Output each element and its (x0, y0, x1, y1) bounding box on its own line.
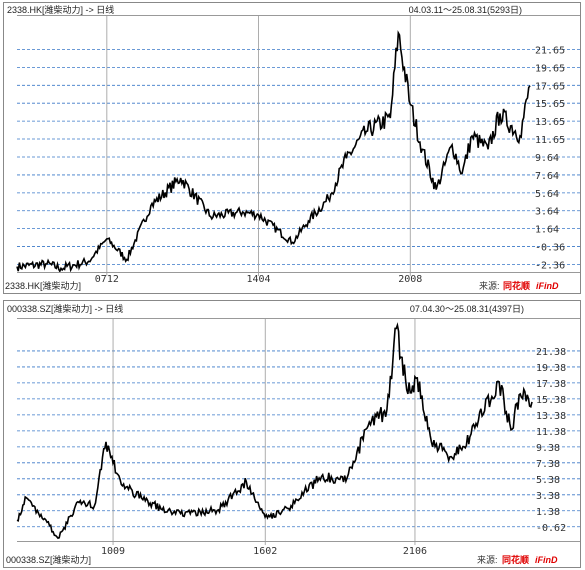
price-chart-hk: 2338.HK[潍柴动力] -> 日线 04.03.11～25.08.31(52… (3, 2, 581, 294)
y-tick-label: 7.38 (536, 459, 560, 470)
source-label-sz: 来源: (477, 555, 498, 565)
chart-title-hk: 2338.HK[潍柴动力] -> 日线 (7, 4, 114, 15)
y-tick-label: 13.65 (535, 117, 565, 128)
y-tick-label: -0.36 (535, 243, 565, 254)
y-tick-label: -0.62 (536, 523, 566, 534)
x-tick-label: 2008 (398, 274, 422, 285)
y-tick-label: 19.65 (535, 63, 565, 74)
date-range-sz: 07.04.30～25.08.31(4397日) (410, 304, 524, 314)
y-axis-ticks-hk: 21.65 19.65 17.65 15.65 13.65 11.65 9.64 7.64 5.… (535, 45, 565, 271)
source-brand-sz: 同花顺 (502, 554, 529, 565)
y-tick-label: 11.65 (535, 135, 565, 146)
y-tick-label: 3.38 (536, 491, 560, 502)
source-brand-hk: 同花顺 (503, 280, 530, 291)
chart-panel-sz: 000338.SZ[潍柴动力] -> 日线 07.04.30～25.08.31(… (3, 300, 581, 568)
chart-title-sz: 000338.SZ[潍柴动力] -> 日线 (7, 303, 123, 314)
y-tick-label: 19.38 (536, 363, 566, 374)
chart-panel-hk: 2338.HK[潍柴动力] -> 日线 04.03.11～25.08.31(52… (3, 2, 581, 294)
y-axis-ticks-sz: 21.38 19.38 17.38 15.38 13.38 11.38 9.38 7.38 5.… (536, 347, 566, 534)
grid-hk (17, 15, 580, 276)
source-brand-suffix-hk: iFinD (536, 281, 559, 291)
source-brand-suffix-sz: iFinD (535, 555, 558, 565)
price-line-hk (16, 30, 531, 274)
footer-code-hk: 2338.HK[潍柴动力] (5, 280, 81, 291)
x-tick-label: 0712 (95, 274, 119, 285)
y-tick-label: 1.64 (535, 225, 559, 236)
x-axis-ticks-sz: 1009 1602 2106 (101, 546, 427, 557)
source-label-hk: 来源: (479, 281, 500, 291)
y-tick-label: 7.64 (535, 171, 559, 182)
y-tick-label: 13.38 (536, 411, 566, 422)
y-tick-label: -2.36 (535, 260, 565, 271)
y-tick-label: 9.38 (536, 443, 560, 454)
x-tick-label: 1009 (101, 546, 125, 557)
y-tick-label: 21.38 (536, 347, 566, 358)
y-tick-label: 5.64 (535, 189, 559, 200)
y-tick-label: 5.38 (536, 475, 560, 486)
y-tick-label: 3.64 (535, 207, 559, 218)
x-axis-ticks-hk: 0712 1404 2008 (95, 274, 423, 285)
y-tick-label: 9.64 (535, 153, 559, 164)
x-tick-label: 1602 (253, 546, 277, 557)
x-tick-label: 1404 (246, 274, 270, 285)
y-tick-label: 11.38 (536, 427, 566, 438)
y-tick-label: 15.38 (536, 395, 566, 406)
y-tick-label: 1.38 (536, 507, 560, 518)
price-line-sz (16, 322, 533, 540)
date-range-hk: 04.03.11～25.08.31(5293日) (409, 5, 522, 15)
y-tick-label: 21.65 (535, 45, 565, 56)
price-chart-sz: 000338.SZ[潍柴动力] -> 日线 07.04.30～25.08.31(… (3, 300, 581, 568)
y-tick-label: 15.65 (535, 99, 565, 110)
grid-sz (17, 318, 580, 545)
y-tick-label: 17.65 (535, 81, 565, 92)
footer-code-sz: 000338.SZ[潍柴动力] (6, 554, 91, 565)
y-tick-label: 17.38 (536, 379, 566, 390)
x-tick-label: 2106 (403, 546, 427, 557)
